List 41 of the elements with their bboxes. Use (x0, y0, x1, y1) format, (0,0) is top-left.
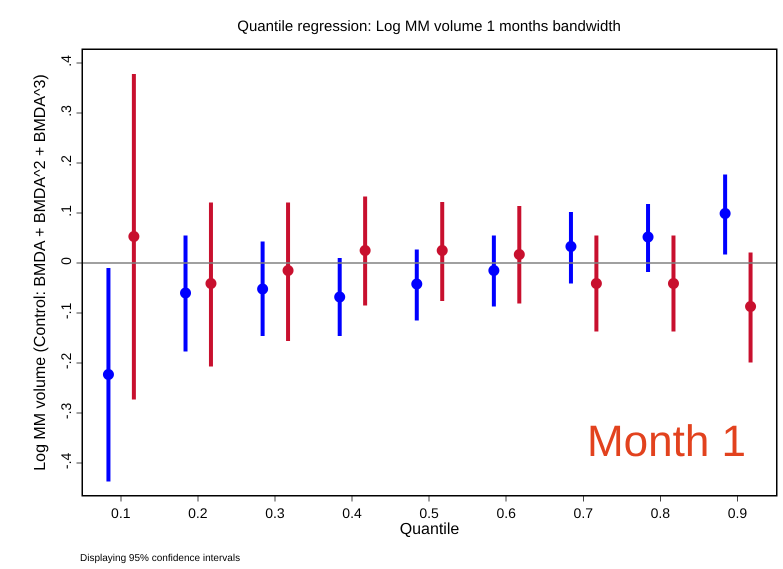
y-tick-label: -.2 (58, 352, 74, 370)
y-tick-label: -.1 (58, 302, 74, 320)
y-tick-label: 0 (58, 256, 74, 265)
point (488, 265, 500, 276)
y-tick-label: .3 (58, 104, 74, 117)
point (720, 208, 731, 219)
x-tick-label: 0.3 (265, 505, 285, 522)
y-tick-label: -.3 (58, 402, 74, 420)
x-tick-label: 0.9 (728, 505, 748, 522)
point (360, 245, 371, 256)
point (590, 278, 602, 289)
chart-title: Quantile regression: Log MM volume 1 months bandwidth (237, 18, 621, 35)
x-tick-label: 0.1 (111, 505, 131, 522)
point (514, 249, 525, 260)
point (180, 288, 192, 298)
point (334, 292, 346, 302)
annotation: Month 1 (587, 417, 746, 466)
point (436, 245, 448, 256)
x-tick-label: 0.5 (419, 505, 440, 522)
point (282, 265, 294, 276)
y-tick-label: -.4 (58, 452, 74, 470)
point (745, 301, 756, 312)
x-tick-label: 0.2 (188, 505, 208, 522)
x-axis-title: Quantile (400, 521, 460, 538)
x-tick-label: 0.8 (650, 505, 670, 522)
y-axis-title: Log MM volume (Control: BMDA + BMDA^2 + BMDA^3) (32, 74, 50, 471)
point (668, 278, 679, 289)
point (642, 232, 654, 242)
y-tick-label: .1 (58, 204, 74, 217)
point (257, 284, 268, 294)
y-tick-label: .2 (58, 154, 74, 167)
x-tick-label: 0.6 (496, 505, 516, 522)
text: Displaying 95% confidence intervals (80, 553, 240, 564)
x-tick-label: 0.4 (342, 505, 362, 522)
point (205, 278, 216, 289)
point (102, 369, 114, 380)
point (565, 241, 576, 252)
point (411, 278, 422, 290)
y-tick-label: .4 (58, 54, 74, 67)
x-tick-label: 0.7 (574, 505, 594, 522)
point (128, 231, 140, 242)
